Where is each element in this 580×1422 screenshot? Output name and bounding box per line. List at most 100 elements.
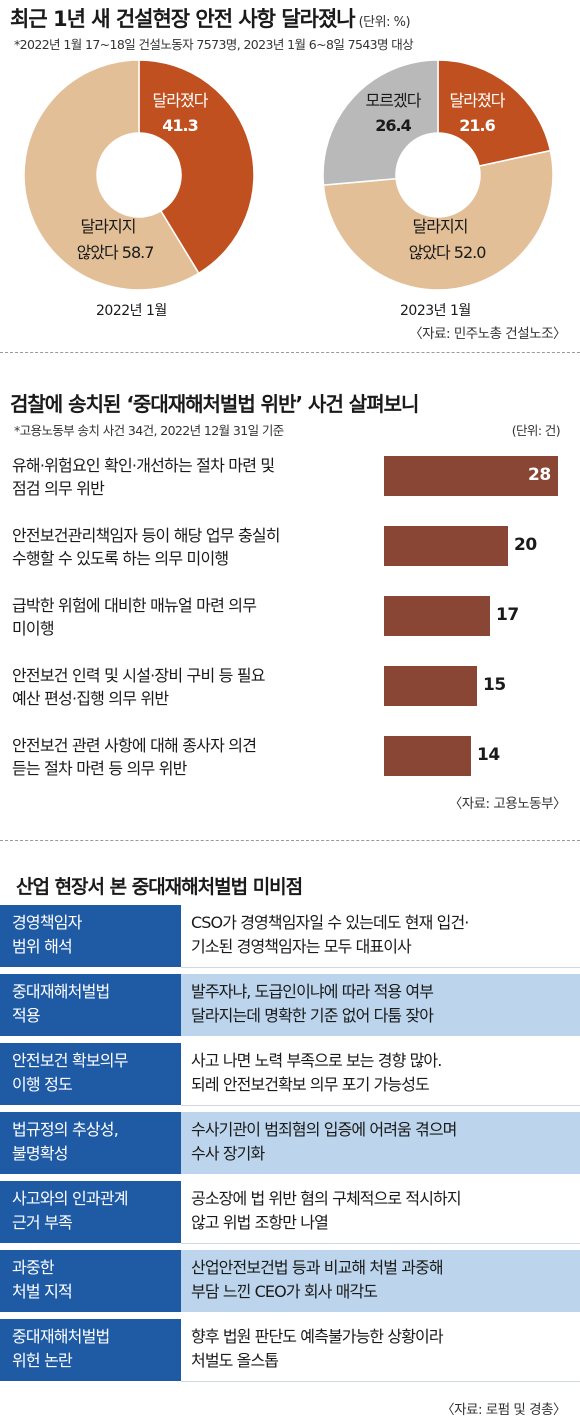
divider	[0, 840, 580, 841]
table-value-line: 발주자냐, 도급인이냐에 따라 적용 여부	[191, 982, 434, 1001]
table-row: 중대재해처벌법 적용 발주자냐, 도급인이냐에 따라 적용 여부 달라지는데 명확한 …	[0, 974, 580, 1037]
bar-category-line: 미이행	[12, 619, 55, 638]
pie-label-changed-2023: 달라졌다	[450, 91, 506, 110]
section2-unit: (단위: 건)	[511, 423, 561, 438]
pie-value-unknown-2023: 26.4	[375, 116, 411, 135]
divider	[0, 352, 580, 353]
table-key-line: 이행 정도	[12, 1075, 73, 1094]
section2-source: 〈자료: 고용노동부〉	[448, 796, 567, 812]
pie-label-unchanged-2022: 달라지지	[81, 217, 136, 236]
table-value-cell: 발주자냐, 도급인이냐에 따라 적용 여부 달라지는데 명확한 기준 없어 다툼 …	[181, 974, 580, 1037]
bar	[384, 526, 508, 566]
table-value-line: 수사 장기화	[191, 1144, 265, 1163]
table-value-cell: CSO가 경영책임자일 수 있는데도 현재 입건· 기소된 경영책임자는 모두 대…	[181, 905, 580, 968]
pie-label-changed-2022: 달라졌다	[153, 91, 209, 110]
section2-title: 검찰에 송치된 ‘중대재해처벌법 위반’ 사건 살펴보니	[10, 392, 419, 416]
bar-category-line: 수행할 수 있도록 하는 의무 미이행	[12, 549, 229, 568]
bar-category-line: 급박한 위험에 대비한 매뉴얼 마련 의무	[12, 596, 257, 615]
pie-slice-changed-2022	[138, 59, 255, 275]
bar	[384, 736, 471, 776]
pie-label-unchanged-value-2022: 않았다 58.7	[77, 243, 154, 262]
table-key-line: 근거 부족	[12, 1213, 73, 1232]
pie-label-unchanged-2023: 달라지지	[413, 217, 468, 236]
table-key-line: 중대재해처벌법	[12, 982, 110, 1001]
table-key-cell: 중대재해처벌법 적용	[0, 974, 181, 1037]
table-key-line: 과중한	[12, 1258, 55, 1277]
table-row: 과중한 처벌 지적 산업안전보건법 등과 비교해 처벌 과중해 부담 느낀 CEO가 …	[0, 1250, 580, 1313]
bar-category-line: 안전보건 인력 및 시설·장비 구비 등 필요	[12, 666, 266, 685]
section2-note: *고용노동부 송치 사건 34건, 2022년 12월 31일 기준	[14, 423, 284, 438]
section3-title: 산업 현장서 본 중대재해처벌법 미비점	[16, 876, 303, 898]
table-value-cell: 사고 나면 노력 부족으로 보는 경향 많아. 되레 안전보건확보 의무 포기 가…	[181, 1043, 580, 1106]
table-value-line: 되레 안전보건확보 의무 포기 가능성도	[191, 1075, 430, 1094]
bar-category-line: 안전보건 관련 사항에 대해 종사자 의견	[12, 736, 257, 755]
bar-category-label: 유해·위험요인 확인·개선하는 절차 마련 및 점검 의무 위반	[12, 454, 382, 500]
pie-value-changed-2022: 41.3	[162, 116, 197, 135]
pie-label-unknown-2023: 모르겠다	[366, 91, 422, 110]
section3-source: 〈자료: 로펌 및 경총〉	[441, 1402, 566, 1418]
bar-category-line: 안전보건관리책임자 등이 해당 업무 충실히	[12, 526, 281, 545]
table-key-line: 법규정의 추상성,	[12, 1120, 119, 1139]
bar	[384, 596, 490, 636]
table-key-line: 범위 해석	[12, 937, 73, 956]
section1-title: 최근 1년 새 건설현장 안전 사항 달라졌나 (단위: %)	[10, 7, 411, 31]
pie-slice-unchanged-2023	[322, 149, 554, 291]
pie-label-unchanged-value-2023: 않았다 52.0	[409, 243, 487, 262]
bar-value-label: 20	[514, 535, 537, 555]
table-key-line: 불명확성	[12, 1144, 68, 1163]
bar-value-label: 17	[496, 605, 519, 625]
table-value-line: CSO가 경영책임자일 수 있는데도 현재 입건·	[191, 913, 469, 932]
donut-caption-2022: 2022년 1월	[96, 303, 167, 319]
table-value-line: 않고 위법 조항만 나열	[191, 1213, 329, 1232]
bar-category-line: 듣는 절차 마련 등 의무 위반	[12, 759, 187, 778]
section1-source: 〈자료: 민주노총 건설노조〉	[409, 326, 566, 342]
table-key-line: 중대재해처벌법	[12, 1327, 110, 1346]
table-key-line: 안전보건 확보의무	[12, 1051, 128, 1070]
table-key-line: 처벌 지적	[12, 1282, 73, 1301]
pie-slice-unchanged-2022	[23, 59, 200, 291]
table-key-line: 위헌 논란	[12, 1351, 73, 1370]
pie-value-changed-2023: 21.6	[459, 116, 495, 135]
table-row: 중대재해처벌법 위헌 논란 향후 법원 판단도 예측불가능한 상황이라 처벌도 올스톱	[0, 1319, 580, 1382]
table-value-line: 수사기관이 범죄혐의 입증에 어려움 겪으며	[191, 1120, 457, 1139]
table-value-line: 산업안전보건법 등과 비교해 처벌 과중해	[191, 1258, 444, 1277]
table-row: 사고와의 인과관계 근거 부족 공소장에 법 위반 혐의 구체적으로 적시하지 않고 …	[0, 1181, 580, 1244]
bar	[384, 666, 477, 706]
bar-category-line: 점검 의무 위반	[12, 479, 105, 498]
table-value-line: 공소장에 법 위반 혐의 구체적으로 적시하지	[191, 1189, 462, 1208]
bar-category-line: 예산 편성·집행 의무 위반	[12, 689, 169, 708]
bar-value-label: 14	[477, 745, 500, 765]
bar	[384, 456, 558, 496]
table-key-line: 사고와의 인과관계	[12, 1189, 128, 1208]
bar-value-label: 15	[483, 675, 506, 695]
table-value-line: 기소된 경영책임자는 모두 대표이사	[191, 937, 412, 956]
table-key-cell: 법규정의 추상성, 불명확성	[0, 1112, 181, 1175]
table-value-line: 처벌도 올스톱	[191, 1351, 279, 1370]
pie-slice-changed-2023	[437, 59, 552, 167]
table-key-line: 경영책임자	[12, 913, 82, 932]
table-value-line: 사고 나면 노력 부족으로 보는 경향 많아.	[191, 1051, 442, 1070]
section1-note: *2022년 1월 17~18일 건설노동자 7573명, 2023년 1월 6…	[14, 37, 414, 52]
bar-value-label: 28	[528, 465, 551, 485]
table-value-line: 향후 법원 판단도 예측불가능한 상황이라	[191, 1327, 444, 1346]
section1-unit: (단위: %)	[358, 15, 411, 30]
table-value-line: 부담 느낀 CEO가 회사 매각도	[191, 1282, 378, 1301]
donut-caption-2023: 2023년 1월	[400, 303, 471, 319]
